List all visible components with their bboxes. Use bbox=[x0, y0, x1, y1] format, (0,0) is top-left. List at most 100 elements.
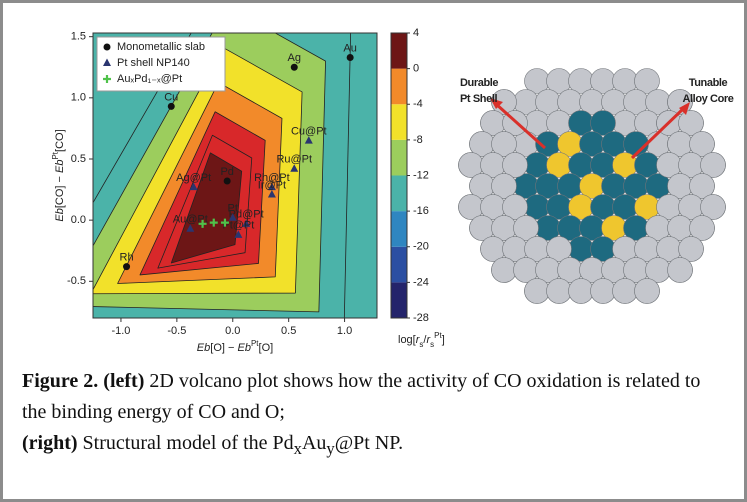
point bbox=[290, 164, 299, 172]
colorbar-tick-label: 0 bbox=[413, 63, 419, 75]
legend-label: Pt shell NP140 bbox=[117, 57, 190, 69]
point bbox=[209, 218, 218, 227]
x-axis-label-part: Eb bbox=[197, 342, 210, 354]
atom bbox=[678, 236, 704, 262]
figure-label: Figure 2. bbox=[22, 370, 99, 392]
point-label: Rh@Pt bbox=[254, 172, 290, 184]
colorbar-segment bbox=[391, 282, 407, 318]
colorbar-tick-label: -28 bbox=[413, 312, 429, 324]
point-label: Cu@Pt bbox=[291, 126, 327, 138]
colorbar-segment bbox=[391, 175, 407, 212]
plot-border bbox=[92, 32, 378, 319]
point-label: Au@Pt bbox=[173, 214, 208, 226]
caption-text: Structural model of the Pd bbox=[77, 432, 294, 454]
atom bbox=[700, 194, 726, 220]
arrowhead bbox=[490, 98, 503, 109]
point-label: Au bbox=[343, 42, 356, 54]
point-label: Pd bbox=[220, 166, 233, 178]
y-axis-label-part: Eb bbox=[54, 160, 66, 173]
colorbar-tick-label: -16 bbox=[413, 205, 429, 217]
atom bbox=[524, 278, 550, 304]
y-tick-label: -0.5 bbox=[67, 275, 86, 287]
colorbar-segment bbox=[391, 139, 407, 176]
atom bbox=[678, 110, 704, 136]
left-tag: (left) bbox=[103, 370, 145, 392]
y-tick-label: 0.0 bbox=[71, 214, 86, 226]
point bbox=[242, 219, 251, 227]
point bbox=[267, 189, 276, 198]
subscript: y bbox=[326, 439, 335, 458]
atom bbox=[634, 278, 660, 304]
point-label: Ru@Pt bbox=[276, 154, 312, 166]
point bbox=[189, 182, 198, 191]
point bbox=[186, 224, 195, 232]
model-label: Durable bbox=[460, 77, 498, 89]
colorbar-segment bbox=[391, 246, 407, 283]
atom bbox=[590, 278, 616, 304]
legend-label: AuₓPd₁₋ₓ@Pt bbox=[117, 73, 182, 85]
model-label: Tunable bbox=[689, 77, 728, 89]
atom bbox=[491, 257, 517, 283]
x-axis-label: Eb[O] − EbPt[O] bbox=[197, 339, 273, 354]
point bbox=[198, 219, 207, 228]
legend-box bbox=[96, 36, 226, 92]
colorbar-label-part: s bbox=[419, 340, 423, 349]
arrow bbox=[630, 106, 686, 160]
arrow bbox=[494, 102, 547, 150]
point bbox=[234, 230, 243, 238]
point bbox=[228, 213, 237, 221]
atom bbox=[568, 278, 594, 304]
atom bbox=[590, 110, 616, 136]
point bbox=[123, 263, 131, 271]
atom bbox=[491, 131, 517, 157]
atom bbox=[689, 215, 715, 241]
colorbar-tick-label: -8 bbox=[413, 134, 423, 146]
x-axis-label-part: [O] bbox=[259, 342, 274, 354]
point bbox=[290, 63, 298, 71]
colorbar-label-part: / bbox=[423, 334, 427, 346]
arrowhead bbox=[679, 102, 690, 115]
subscript: x bbox=[293, 439, 302, 458]
y-tick-label: 1.0 bbox=[71, 92, 86, 104]
legend-marker bbox=[103, 58, 111, 66]
point-label: Ag@Pt bbox=[176, 172, 211, 184]
x-tick-label: -0.5 bbox=[167, 325, 186, 337]
y-axis-label: Eb[CO] − EbPt[CO] bbox=[51, 129, 66, 221]
x-tick-label: 0.0 bbox=[225, 325, 240, 337]
x-tick-label: 0.5 bbox=[281, 325, 296, 337]
point-label: Cu bbox=[164, 91, 178, 103]
caption-text: Au bbox=[301, 432, 327, 454]
atom bbox=[689, 173, 715, 199]
point-label: Ag bbox=[288, 52, 301, 64]
point bbox=[346, 53, 354, 61]
atom bbox=[546, 278, 572, 304]
colorbar-segment bbox=[391, 104, 407, 140]
colorbar-segment bbox=[391, 211, 407, 247]
atom bbox=[689, 131, 715, 157]
y-tick-label: 1.5 bbox=[71, 31, 86, 43]
y-tick-label: 0.5 bbox=[71, 153, 86, 165]
x-tick-label: -1.0 bbox=[111, 325, 130, 337]
atom bbox=[502, 194, 528, 220]
atom bbox=[502, 152, 528, 178]
colorbar-label-part: Pt bbox=[434, 331, 442, 340]
atom bbox=[491, 89, 517, 115]
colorbar-tick-label: -4 bbox=[413, 98, 423, 110]
caption-text: 2D volcano plot shows how the activity o… bbox=[22, 370, 701, 423]
colorbar-tick-label: 4 bbox=[413, 27, 419, 39]
point bbox=[223, 177, 231, 185]
legend-label: Monometallic slab bbox=[117, 41, 205, 53]
nanoparticle bbox=[458, 68, 726, 304]
colorbar-label-part: ] bbox=[442, 334, 445, 346]
colorbar-label-part: r bbox=[416, 334, 421, 346]
atom bbox=[700, 152, 726, 178]
colorbar-label-part: log[ bbox=[398, 334, 416, 346]
atom bbox=[667, 257, 693, 283]
atom bbox=[634, 68, 660, 94]
right-tag: (right) bbox=[22, 432, 78, 454]
colorbar-segment bbox=[391, 68, 407, 105]
colorbar-label-part: r bbox=[426, 334, 431, 346]
x-axis-label-part: [O] − bbox=[210, 342, 237, 354]
legend-marker bbox=[103, 43, 111, 51]
